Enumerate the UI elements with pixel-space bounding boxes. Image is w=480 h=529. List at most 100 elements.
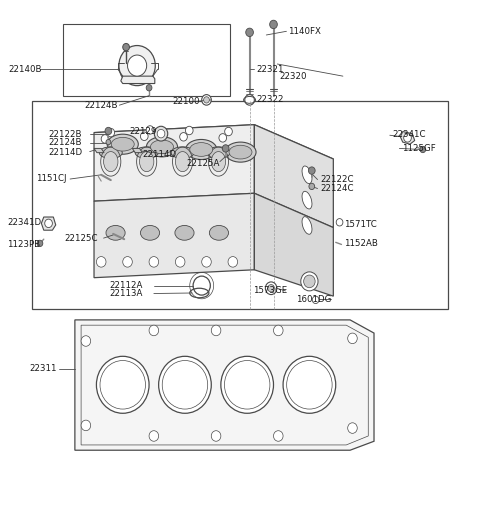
Ellipse shape: [302, 191, 312, 209]
Polygon shape: [254, 125, 333, 227]
Circle shape: [45, 219, 52, 227]
Text: 22341C: 22341C: [392, 130, 426, 139]
Ellipse shape: [146, 137, 178, 157]
Text: 22124B: 22124B: [84, 101, 118, 110]
Circle shape: [222, 145, 229, 152]
Text: 22125A: 22125A: [186, 159, 220, 168]
Circle shape: [211, 325, 221, 336]
Ellipse shape: [302, 166, 312, 184]
Text: 1571TC: 1571TC: [344, 221, 377, 230]
Circle shape: [204, 97, 209, 103]
Circle shape: [219, 134, 227, 142]
Text: 22124B: 22124B: [48, 138, 82, 147]
Polygon shape: [121, 76, 155, 84]
Circle shape: [274, 325, 283, 336]
Ellipse shape: [229, 145, 252, 159]
Text: 1151CJ: 1151CJ: [36, 174, 66, 183]
Text: 22341D: 22341D: [7, 218, 41, 227]
Circle shape: [157, 130, 165, 138]
Polygon shape: [400, 132, 415, 144]
Circle shape: [404, 134, 411, 142]
Text: 22112A: 22112A: [110, 281, 143, 290]
Circle shape: [106, 140, 111, 145]
Circle shape: [336, 218, 343, 226]
Circle shape: [149, 257, 158, 267]
Ellipse shape: [135, 147, 158, 159]
Text: 1140FX: 1140FX: [288, 27, 321, 36]
Circle shape: [123, 257, 132, 267]
Ellipse shape: [207, 147, 230, 159]
Text: 1152AB: 1152AB: [344, 240, 378, 249]
Circle shape: [101, 135, 109, 143]
Bar: [63, 24, 230, 96]
Circle shape: [180, 133, 187, 141]
Circle shape: [128, 55, 147, 76]
Text: 22125C: 22125C: [64, 234, 98, 243]
Ellipse shape: [140, 152, 154, 171]
Circle shape: [146, 126, 154, 134]
Ellipse shape: [225, 142, 256, 162]
Ellipse shape: [221, 357, 274, 413]
Text: 22140B: 22140B: [8, 65, 41, 74]
Circle shape: [246, 28, 253, 37]
Text: 22320: 22320: [279, 71, 307, 80]
Text: 22124C: 22124C: [321, 184, 354, 193]
Circle shape: [348, 423, 357, 433]
Text: 22322: 22322: [257, 95, 284, 104]
Circle shape: [420, 147, 426, 153]
Polygon shape: [75, 320, 374, 450]
Circle shape: [175, 257, 185, 267]
Circle shape: [228, 257, 238, 267]
Circle shape: [309, 183, 315, 189]
Ellipse shape: [186, 140, 217, 160]
Text: 22114D: 22114D: [142, 150, 176, 159]
Circle shape: [245, 95, 254, 105]
Circle shape: [270, 20, 277, 29]
Circle shape: [123, 43, 130, 51]
Circle shape: [348, 333, 357, 344]
Circle shape: [185, 126, 193, 135]
Circle shape: [309, 167, 315, 174]
Text: 22113A: 22113A: [110, 289, 143, 298]
Circle shape: [81, 420, 91, 431]
Ellipse shape: [171, 147, 194, 159]
Text: 22114D: 22114D: [48, 148, 83, 157]
Ellipse shape: [283, 357, 336, 413]
Ellipse shape: [211, 152, 226, 171]
Polygon shape: [132, 149, 143, 153]
Text: 1601DG: 1601DG: [297, 295, 332, 304]
Ellipse shape: [151, 140, 173, 154]
Circle shape: [274, 431, 283, 441]
Text: 1123PB: 1123PB: [7, 240, 40, 249]
Ellipse shape: [141, 225, 159, 240]
Circle shape: [202, 257, 211, 267]
Polygon shape: [41, 217, 56, 230]
Ellipse shape: [106, 225, 125, 240]
Circle shape: [155, 126, 168, 141]
Circle shape: [81, 336, 91, 346]
Polygon shape: [94, 149, 104, 153]
Circle shape: [105, 127, 112, 135]
Text: 22311: 22311: [29, 364, 57, 373]
Text: 1125GF: 1125GF: [402, 144, 435, 153]
Circle shape: [107, 129, 115, 137]
Circle shape: [149, 325, 158, 336]
Circle shape: [119, 45, 156, 86]
Polygon shape: [94, 125, 254, 201]
Ellipse shape: [104, 152, 118, 171]
Ellipse shape: [99, 147, 122, 159]
Polygon shape: [94, 193, 254, 278]
Circle shape: [146, 85, 152, 91]
Circle shape: [149, 431, 158, 441]
Circle shape: [225, 127, 232, 136]
Circle shape: [202, 95, 211, 105]
Ellipse shape: [190, 143, 213, 157]
Circle shape: [304, 275, 315, 288]
Text: 22129: 22129: [129, 126, 156, 135]
Text: 22321: 22321: [257, 65, 284, 74]
Ellipse shape: [96, 357, 149, 413]
Circle shape: [211, 431, 221, 441]
Ellipse shape: [302, 217, 312, 234]
Text: 22100: 22100: [172, 97, 200, 106]
Bar: [32, 101, 448, 309]
